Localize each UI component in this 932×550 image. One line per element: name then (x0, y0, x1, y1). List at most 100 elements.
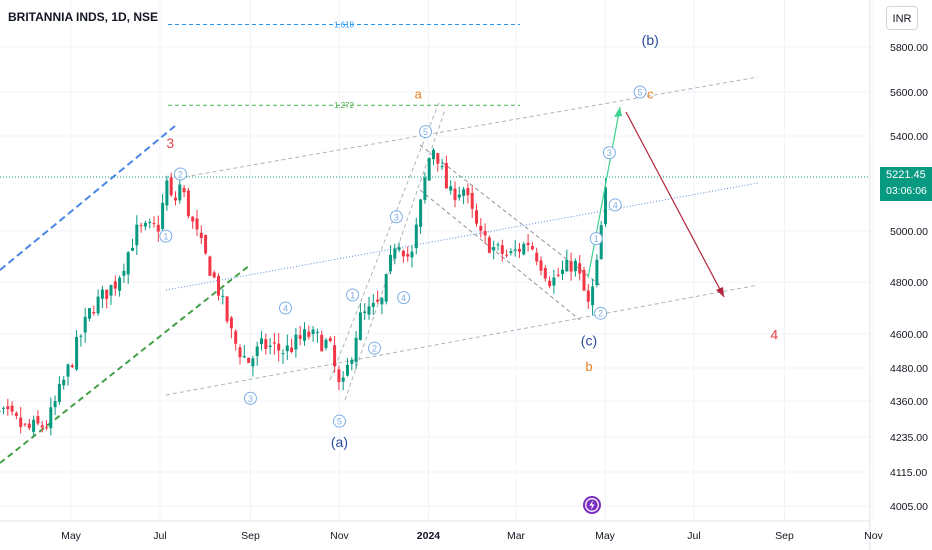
candle (113, 275, 117, 296)
candle-body (290, 347, 294, 353)
wave-label: a (415, 87, 423, 102)
circled-label-ring (419, 125, 433, 139)
lightning-icon[interactable] (583, 496, 601, 514)
candle (161, 194, 165, 231)
candle (285, 334, 289, 361)
candle-body (423, 177, 427, 200)
candle-body (475, 210, 478, 224)
candle-body (595, 259, 599, 286)
candle (561, 260, 564, 280)
candle-body (315, 331, 319, 333)
candle (221, 288, 225, 305)
currency-button[interactable]: INR (886, 6, 918, 30)
time-tick-label: Jul (687, 530, 700, 542)
candle-body (539, 260, 543, 271)
candle-body (131, 247, 134, 251)
candle (268, 338, 272, 355)
channel-mid-line (165, 182, 759, 291)
candle (92, 305, 96, 316)
time-axis: May Jul Sep Nov 2024 Mar May Jul Sep Nov (61, 530, 883, 542)
wave-label: (a) (331, 434, 348, 450)
candle (320, 330, 324, 352)
candle-body (552, 277, 556, 286)
circled-label: 5 (419, 125, 433, 139)
candle-body (234, 331, 238, 344)
candle (432, 147, 435, 166)
candle (457, 186, 461, 201)
candle-body (83, 316, 87, 333)
candle-body (96, 296, 100, 314)
candle-body (118, 277, 122, 291)
candle-body (113, 281, 117, 289)
circled-label: 3 (602, 146, 616, 160)
time-tick-label: Sep (775, 530, 794, 542)
candle-body (535, 252, 539, 262)
candle-body (397, 247, 401, 250)
candle (174, 191, 177, 206)
candle-body (487, 237, 491, 253)
candle-body (453, 188, 457, 201)
candle-body (251, 358, 255, 367)
candle-body (14, 412, 18, 416)
candle-body (410, 251, 414, 258)
projection-arrows (587, 106, 725, 298)
candle (57, 376, 61, 405)
candle (118, 275, 122, 297)
candle-body (148, 221, 152, 223)
candle (45, 420, 48, 431)
candle (139, 222, 143, 233)
candle-body (195, 218, 199, 230)
candle-body (212, 272, 216, 278)
price-tick-label: 5400.00 (890, 131, 928, 143)
candle-body (518, 248, 521, 252)
price-tick-label: 4235.00 (890, 432, 928, 444)
candle-body (221, 295, 225, 297)
candle-body (281, 353, 285, 355)
wave-label: c (647, 87, 654, 102)
candle (565, 249, 569, 272)
circled-label: 5 (633, 85, 647, 99)
candle-body (126, 252, 130, 275)
candle (66, 363, 70, 386)
wave-label: b (585, 359, 592, 374)
candle (487, 235, 491, 254)
price-tick-label: 4480.00 (890, 363, 928, 375)
candle (505, 249, 509, 258)
price-tick-label: 5600.00 (890, 87, 928, 99)
candle-body (578, 263, 582, 274)
last-price-value: 5221.45 (886, 169, 926, 181)
candle-body (561, 269, 564, 275)
time-tick-label: Sep (241, 530, 260, 542)
candle (251, 355, 255, 377)
trendline-blue-dashed (0, 125, 176, 271)
circled-label: 4 (608, 198, 622, 212)
candle (199, 225, 203, 245)
candle (591, 279, 595, 316)
candle (479, 217, 483, 238)
candle (277, 332, 281, 362)
candle (389, 245, 392, 275)
candle (281, 349, 285, 365)
circled-label: 2 (367, 341, 381, 355)
candle (492, 240, 496, 260)
candle (255, 341, 259, 366)
candle-body (419, 199, 423, 227)
projection-down-arrowhead (716, 287, 724, 297)
candle (358, 302, 362, 341)
candle (19, 406, 23, 434)
candle (186, 187, 190, 219)
circled-label: 4 (278, 301, 292, 315)
projection-up-line (587, 106, 621, 279)
candles (0, 147, 607, 436)
candle (53, 395, 57, 416)
candle (341, 371, 345, 391)
candle (2, 406, 5, 415)
candle-body (449, 186, 453, 191)
candle-body (432, 149, 435, 160)
candle (315, 328, 319, 343)
candle (427, 157, 431, 182)
candle-body (92, 312, 96, 314)
candle-body (406, 253, 410, 257)
candle (234, 329, 238, 351)
